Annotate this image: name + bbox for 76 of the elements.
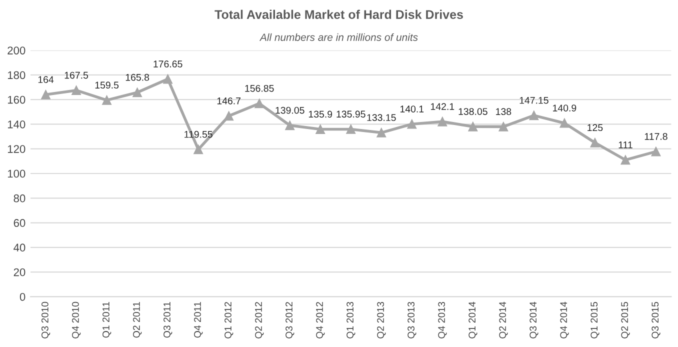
data-label: 164 (38, 76, 54, 84)
point (590, 138, 600, 148)
x-tick-label: Q3 2014 (530, 302, 538, 338)
point (254, 98, 264, 108)
y-tick-label: 180 (8, 71, 26, 80)
x-tick-label: Q2 2012 (255, 302, 264, 338)
point (346, 124, 356, 134)
y-tick-label: 20 (14, 268, 26, 276)
x-tick-label: Q4 2014 (560, 302, 569, 338)
data-label: 135.9 (308, 110, 332, 118)
point (224, 111, 234, 121)
point (41, 90, 50, 100)
y-tick-label: 160 (8, 96, 26, 104)
x-tick-label: Q1 2014 (468, 302, 478, 338)
point (132, 88, 142, 98)
data-label: 111 (618, 142, 632, 148)
x-tick-label: Q4 2012 (316, 302, 325, 338)
x-tick-label: Q3 2012 (286, 302, 294, 338)
x-tick-label: Q2 2011 (133, 302, 142, 338)
data-label: 176.65 (154, 60, 182, 68)
data-label: 135.95 (336, 110, 366, 118)
data-label: 140.1 (400, 106, 424, 112)
x-tick-label: Q2 2013 (377, 302, 386, 338)
data-label: 125 (588, 124, 603, 132)
y-tick-label: 140 (8, 120, 26, 128)
y-tick-label: 60 (14, 219, 26, 227)
point (560, 118, 570, 128)
data-label: 156.85 (245, 84, 274, 92)
data-label: 138.05 (458, 108, 488, 115)
point (498, 122, 508, 132)
x-tick-label: Q3 2011 (164, 302, 172, 338)
chart-title: Total Available Market of Hard Disk Drives (214, 10, 463, 19)
point (529, 110, 539, 120)
data-label: 146.7 (217, 97, 241, 104)
chart-subtitle: All numbers are in millions of units (259, 33, 418, 41)
y-tick-label: 80 (14, 194, 26, 202)
data-label: 119.55 (184, 130, 212, 138)
x-tick-label: Q1 2013 (346, 302, 356, 338)
point (376, 128, 386, 138)
x-tick-label: Q2 2015 (621, 302, 630, 338)
data-label: 147.15 (520, 96, 548, 104)
y-tick-label: 40 (14, 244, 26, 252)
x-tick-label: Q2 2014 (499, 302, 508, 338)
x-tick-label: Q3 2015 (652, 302, 660, 338)
y-tick-label: 100 (8, 170, 26, 178)
y-tick-label: 0 (20, 292, 26, 301)
x-tick-label: Q3 2013 (408, 302, 416, 338)
data-label: 165.8 (126, 74, 150, 81)
point (438, 116, 448, 126)
point (316, 124, 326, 134)
x-tick-label: Q4 2013 (438, 302, 447, 338)
x-tick-label: Q4 2011 (194, 302, 203, 338)
data-label: 117.8 (644, 133, 668, 140)
data-label: 159.5 (95, 82, 119, 89)
point (285, 120, 295, 130)
point (72, 86, 81, 96)
x-tick-label: Q1 2015 (590, 302, 600, 338)
point (468, 122, 478, 132)
x-tick-label: Q3 2010 (41, 302, 50, 338)
point (163, 74, 172, 84)
x-tick-label: Q4 2010 (72, 302, 81, 338)
data-label: 142.1 (430, 103, 454, 110)
point (194, 144, 203, 154)
data-label: 140.9 (553, 104, 576, 112)
data-label: 167.5 (64, 72, 88, 79)
y-tick-label: 120 (8, 145, 26, 153)
data-label: 138 (496, 108, 512, 116)
data-label: 133.15 (367, 114, 396, 122)
data-label: 139.05 (276, 106, 304, 114)
point (620, 155, 630, 165)
x-tick-label: Q1 2012 (224, 302, 234, 338)
point (651, 146, 661, 156)
point (407, 119, 417, 129)
y-tick-label: 200 (8, 46, 26, 54)
x-tick-label: Q1 2011 (102, 302, 112, 338)
point (102, 96, 112, 105)
